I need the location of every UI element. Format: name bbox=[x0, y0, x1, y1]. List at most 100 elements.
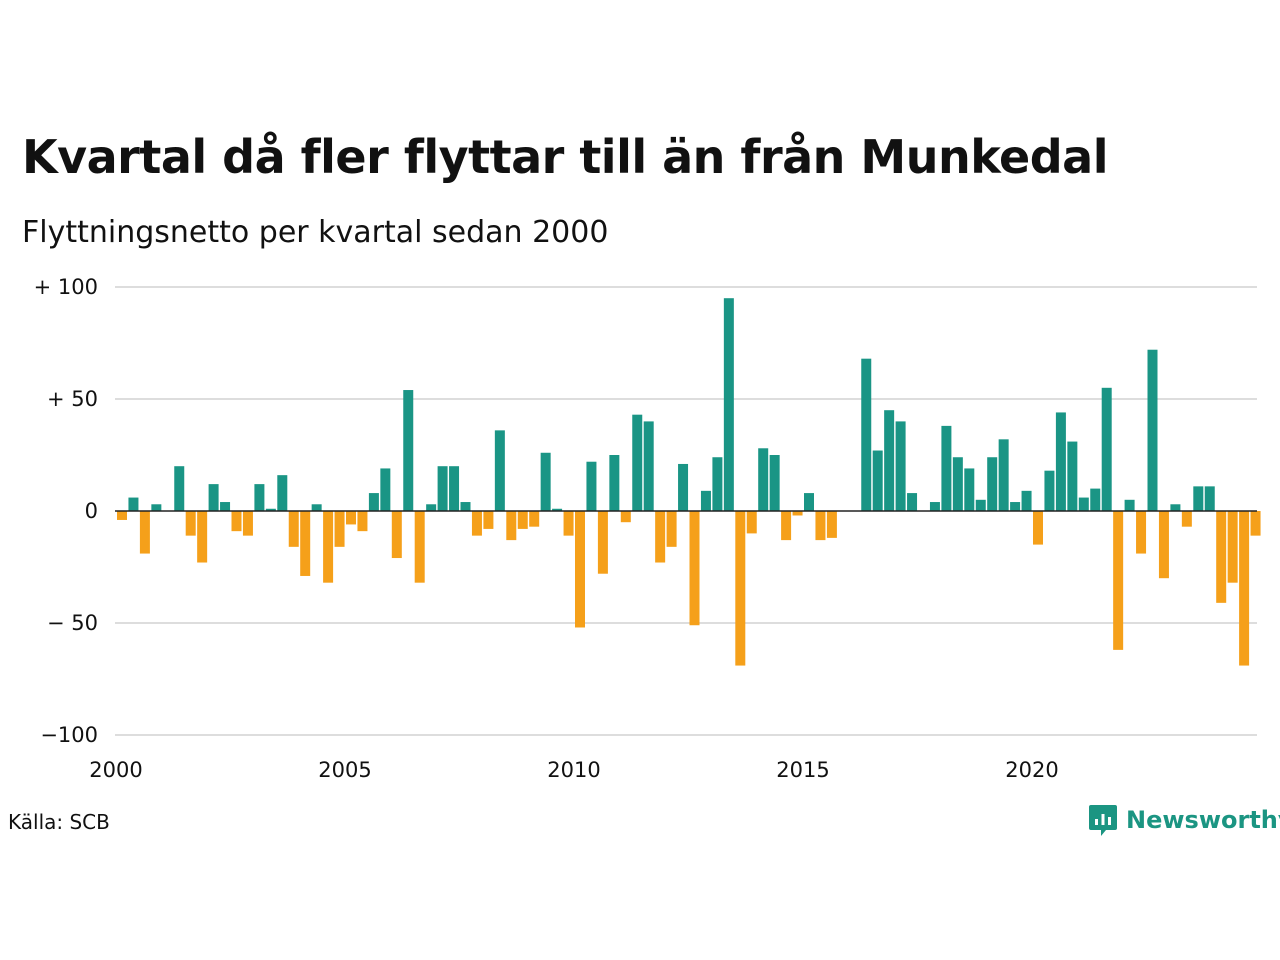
bar: 2016 K2: 68 bbox=[861, 358, 872, 511]
bar: 2019 K2: 32 bbox=[998, 439, 1009, 511]
bar: 2012 K4: 9 bbox=[700, 490, 711, 511]
bar: 2013 K3: -69 bbox=[735, 511, 746, 666]
bar: 2007 K4: -11 bbox=[471, 511, 482, 536]
bar: 2022 K2: -19 bbox=[1136, 511, 1147, 554]
bar: 2020 K1: -15 bbox=[1033, 511, 1043, 545]
bar: 2019 K4: 9 bbox=[1021, 490, 1032, 511]
bar: 2022 K4: -30 bbox=[1158, 511, 1169, 579]
bar: 2020 K2: 18 bbox=[1044, 470, 1055, 511]
bar: 2016 K3: 27 bbox=[872, 450, 883, 511]
bar: 2013 K2: 95 bbox=[723, 298, 734, 511]
bar: 2003 K1: 12 bbox=[254, 484, 265, 511]
bar: 2010 K1: -52 bbox=[575, 511, 585, 628]
bar: 2008 K2: 36 bbox=[494, 430, 505, 511]
bar: 2000 K1: -4 bbox=[117, 511, 127, 520]
bar: 2008 K1: -8 bbox=[483, 511, 494, 529]
bar: 2003 K4: -16 bbox=[288, 511, 299, 547]
y-tick-label: − 50 bbox=[47, 611, 98, 635]
x-axis-ticks: 2000 2005 2010 2015 2020 bbox=[89, 758, 1058, 782]
bar: 2021 K4: -62 bbox=[1113, 511, 1124, 650]
bar: 2011 K1: -5 bbox=[620, 511, 631, 523]
bar: 2023 K3: 11 bbox=[1193, 486, 1204, 511]
y-tick-label: + 100 bbox=[34, 275, 98, 299]
bar: 2011 K3: 40 bbox=[643, 421, 654, 511]
bar: 2018 K1: 38 bbox=[941, 425, 952, 511]
bar: 2020 K3: 44 bbox=[1055, 412, 1066, 511]
source-note: Källa: SCB bbox=[8, 810, 110, 834]
bar: 2002 K1: 12 bbox=[208, 484, 219, 511]
bar: 2011 K4: -23 bbox=[655, 511, 666, 563]
bar: 2001 K4: -23 bbox=[197, 511, 208, 563]
x-tick-label: 2015 bbox=[776, 758, 829, 782]
bar: 2017 K1: 40 bbox=[895, 421, 906, 511]
bar: 2010 K3: -28 bbox=[597, 511, 608, 574]
grid-lines bbox=[115, 286, 1257, 736]
bar: 2016 K4: 45 bbox=[884, 410, 895, 511]
bar: 2019 K1: 24 bbox=[987, 457, 998, 511]
bar: 2018 K4: 5 bbox=[975, 499, 986, 511]
bar: 2011 K2: 43 bbox=[632, 414, 643, 511]
chart-title: Kvartal då fler flyttar till än från Mun… bbox=[22, 130, 1109, 184]
bar: 2009 K1: -7 bbox=[529, 511, 540, 527]
bar: 2012 K1: -16 bbox=[666, 511, 677, 547]
bar: 2007 K3: 4 bbox=[460, 502, 471, 511]
bar: 2024 K3: -69 bbox=[1239, 511, 1250, 666]
bar: 2000 K3: -19 bbox=[139, 511, 150, 554]
bar: 2021 K3: 55 bbox=[1101, 387, 1112, 511]
bar: 2002 K3: -9 bbox=[231, 511, 242, 532]
bar: 2014 K1: 28 bbox=[758, 448, 769, 511]
bar: 2019 K3: 4 bbox=[1010, 502, 1021, 511]
bar: 2013 K1: 24 bbox=[712, 457, 723, 511]
bar: 2021 K2: 10 bbox=[1090, 488, 1101, 511]
bar: 2006 K4: 3 bbox=[426, 504, 437, 511]
bar: 2024 K2: -32 bbox=[1227, 511, 1238, 583]
bar: 2024 K1: -41 bbox=[1216, 511, 1227, 603]
bar: 2005 K3: 8 bbox=[368, 493, 379, 511]
bar: 2005 K4: 19 bbox=[380, 468, 391, 511]
bar: 2004 K1: -29 bbox=[300, 511, 311, 576]
bar: 2005 K1: -6 bbox=[346, 511, 356, 525]
bar: 2023 K1: 3 bbox=[1170, 504, 1181, 511]
bar: 2000 K4: 3 bbox=[151, 504, 162, 511]
x-tick-label: 2000 bbox=[89, 758, 142, 782]
y-tick-label: −100 bbox=[40, 723, 98, 747]
bar: 2009 K2: 26 bbox=[540, 452, 551, 511]
bar: 2001 K3: -11 bbox=[185, 511, 196, 536]
bar: 2006 K2: 54 bbox=[403, 390, 414, 511]
bar: 2009 K3: 1 bbox=[552, 508, 563, 511]
y-tick-label: 0 bbox=[85, 499, 98, 523]
bar: 2008 K3: -13 bbox=[506, 511, 517, 541]
brand-logo[interactable]: Newsworthy bbox=[1088, 803, 1280, 837]
bar: 2018 K3: 19 bbox=[964, 468, 975, 511]
bar: 2006 K3: -32 bbox=[414, 511, 425, 583]
bar: 2007 K1: 20 bbox=[437, 466, 448, 511]
y-axis-ticks: + 100 + 50 0 − 50 −100 bbox=[34, 275, 98, 747]
bar: 2022 K1: 5 bbox=[1124, 499, 1135, 511]
bar: 2022 K3: 72 bbox=[1147, 349, 1158, 511]
bar: 2010 K2: 22 bbox=[586, 461, 597, 511]
bar: 2010 K4: 25 bbox=[609, 455, 620, 511]
bar: 2017 K4: 4 bbox=[929, 502, 940, 511]
bar: 2018 K2: 24 bbox=[952, 457, 963, 511]
bar: 2007 K2: 20 bbox=[449, 466, 460, 511]
bar: 2015 K2: -13 bbox=[815, 511, 826, 541]
bar: 2012 K3: -51 bbox=[689, 511, 700, 626]
y-tick-label: + 50 bbox=[47, 387, 98, 411]
bar: 2023 K4: 11 bbox=[1204, 486, 1215, 511]
x-tick-label: 2010 bbox=[547, 758, 600, 782]
x-tick-label: 2020 bbox=[1005, 758, 1058, 782]
bar: 2008 K4: -8 bbox=[517, 511, 528, 529]
bar: 2023 K2: -7 bbox=[1181, 511, 1192, 527]
bar: 2015 K1: 8 bbox=[804, 493, 814, 511]
brand-name: Newsworthy bbox=[1126, 806, 1280, 834]
bar: 2002 K2: 4 bbox=[220, 502, 231, 511]
bar: 2004 K2: 3 bbox=[311, 504, 322, 511]
bar: 2001 K2: 20 bbox=[174, 466, 185, 511]
bar: 2020 K4: 31 bbox=[1067, 441, 1078, 511]
bar: 2012 K2: 21 bbox=[678, 463, 689, 511]
bar: 2003 K3: 16 bbox=[277, 475, 288, 511]
bar: 2005 K2: -9 bbox=[357, 511, 368, 532]
bar: 2015 K3: -12 bbox=[826, 511, 837, 538]
bar: 2013 K4: -10 bbox=[746, 511, 757, 534]
bar: 2017 K2: 8 bbox=[907, 493, 918, 511]
